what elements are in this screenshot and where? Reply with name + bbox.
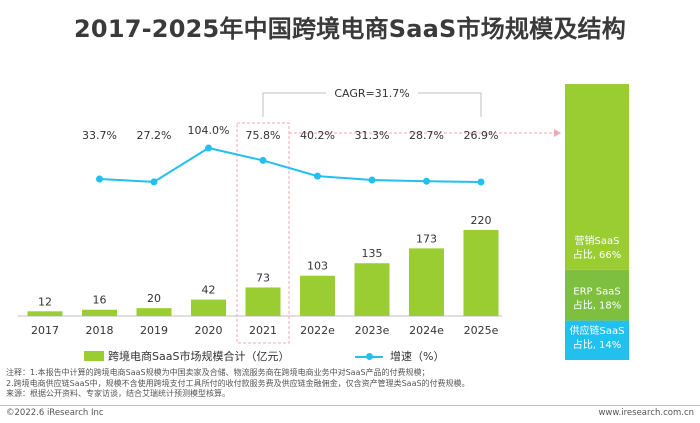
legend-bar-label: 跨境电商SaaS市场规模合计（亿元） <box>108 350 290 363</box>
growth-label-2023e: 31.3% <box>355 129 390 142</box>
growth-line <box>99 146 482 183</box>
growth-label-2022e: 40.2% <box>300 129 335 142</box>
bar-2019 <box>136 308 172 316</box>
growth-point-2020 <box>205 144 212 152</box>
note-line-2: 2.跨境电商供应链SaaS中，规模不含使用跨境支付工具所付的收付款服务费及供应链… <box>6 378 470 388</box>
bar-2018 <box>82 309 117 316</box>
bar-value-2020: 42 <box>202 284 216 297</box>
category-label-2019: 2019 <box>140 324 168 337</box>
bar-2024e <box>409 248 444 316</box>
structure-share-ERP-SaaS: 占比, 18% <box>573 299 622 312</box>
structure-segment-供应链SaaS <box>565 320 629 360</box>
growth-point-2021 <box>259 156 267 164</box>
category-label-2018: 2018 <box>86 324 114 337</box>
structure-label-营销SaaS: 营销SaaS <box>575 234 620 247</box>
growth-label-2019: 27.2% <box>137 129 172 142</box>
category-label-2021: 2021 <box>249 324 277 337</box>
bar-value-2021: 73 <box>256 271 270 284</box>
legend-line-label: 增速（%） <box>390 350 445 363</box>
category-label-2017: 2017 <box>31 324 59 337</box>
bar-value-2022e: 103 <box>307 260 328 273</box>
chart-title: 2017-2025年中国跨境电商SaaS市场规模及结构 <box>74 15 626 43</box>
note-line-3: 来源：根据公开资料、专家访谈，结合艾瑞统计预测模型核算。 <box>6 389 230 398</box>
growth-point-2025e <box>477 178 485 186</box>
bar-value-2018: 16 <box>93 294 107 307</box>
bar-value-2025e: 220 <box>471 214 492 227</box>
bar-value-2023e: 135 <box>362 247 383 260</box>
growth-point-2024e <box>423 177 430 185</box>
category-label-2022e: 2022e <box>300 324 335 337</box>
growth-point-2023e <box>368 176 376 184</box>
note-line-1: 注释：1.本报告中计算的跨境电商SaaS规模为中国卖家及合储、物流服务商在跨境电… <box>6 368 430 377</box>
notes: 注释：1.本报告中计算的跨境电商SaaS规模为中国卖家及合储、物流服务商在跨境电… <box>6 368 696 400</box>
growth-label-2018: 33.7% <box>82 129 117 142</box>
growth-point-2018 <box>96 175 103 183</box>
cagr-label-bg <box>326 85 418 101</box>
structure-share-营销SaaS: 占比, 66% <box>573 248 622 261</box>
bar-value-2017: 12 <box>38 295 52 308</box>
structure-label-供应链SaaS: 供应链SaaS <box>570 324 625 337</box>
cagr-annotation: CAGR=31.7% <box>334 87 409 100</box>
category-label-2025e: 2025e <box>464 324 499 337</box>
growth-point-2022e <box>314 172 321 180</box>
bar-value-2024e: 173 <box>416 232 437 245</box>
category-label-2020: 2020 <box>195 324 223 337</box>
footer-copyright: ©2022.6 iResearch Inc <box>6 408 104 418</box>
growth-label-2020: 104.0% <box>188 124 230 137</box>
structure-label-ERP-SaaS: ERP SaaS <box>573 287 620 298</box>
category-label-2024e: 2024e <box>409 324 444 337</box>
bar-2020 <box>191 299 226 316</box>
category-label-2023e: 2023e <box>355 324 390 337</box>
footer-website[interactable]: www.iresearch.com.cn <box>598 408 694 418</box>
legend-bar-swatch <box>84 351 104 361</box>
bar-2025e <box>463 230 499 316</box>
structure-share-供应链SaaS: 占比, 14% <box>573 338 622 351</box>
structure-segment-营销SaaS <box>565 84 629 270</box>
bar-2017 <box>27 311 63 316</box>
highlight-box-2021 <box>236 122 290 344</box>
footer-divider <box>0 405 700 406</box>
connector-arrow <box>554 129 561 137</box>
bar-2023e <box>354 263 390 316</box>
structure-segment-ERP SaaS <box>565 269 629 321</box>
growth-point-2019 <box>150 178 158 186</box>
bar-2022e <box>300 275 335 316</box>
legend-line-marker <box>366 353 373 360</box>
growth-label-2021: 75.8% <box>246 129 281 142</box>
growth-label-2024e: 28.7% <box>409 129 444 142</box>
bar-2021 <box>245 287 281 316</box>
bar-value-2019: 20 <box>147 292 161 305</box>
growth-label-2025e: 26.9% <box>464 129 499 142</box>
